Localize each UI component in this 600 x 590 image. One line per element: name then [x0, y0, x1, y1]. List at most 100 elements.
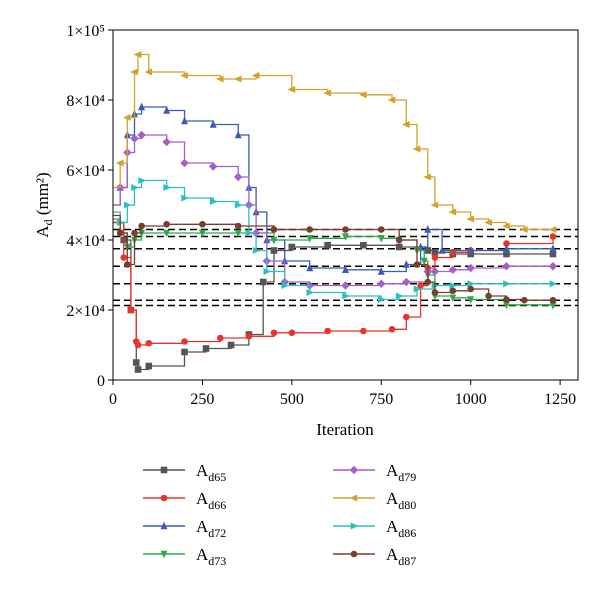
data-point-d72	[438, 246, 446, 254]
data-point-d86	[252, 247, 261, 254]
data-point-d79	[341, 281, 350, 290]
y-tick-label: 2×10⁴	[66, 303, 105, 320]
data-point-d86	[163, 184, 171, 191]
data-point-d66	[417, 282, 424, 289]
legend-label-d66: Ad66	[196, 489, 226, 512]
legend-item-d86: Ad86	[333, 517, 416, 540]
y-tick-label: 4×10⁴	[66, 233, 105, 250]
data-point-d86	[234, 201, 243, 209]
data-point-d73	[234, 229, 242, 238]
data-point-d66	[181, 338, 188, 345]
data-point-d72	[234, 130, 242, 139]
data-point-d86	[413, 285, 422, 293]
data-point-d79	[548, 262, 558, 271]
data-point-d66	[324, 327, 331, 335]
legend-label-sub: d86	[398, 526, 416, 540]
x-axis-ticks: 0 250 500 750 1000 1250	[109, 380, 576, 408]
data-point-d87	[395, 236, 403, 244]
data-point-d65	[227, 341, 235, 349]
y-tick-label: 1×10⁵	[66, 23, 105, 40]
data-point-d79	[502, 262, 511, 271]
data-point-d86	[395, 292, 404, 300]
data-point-d72	[138, 102, 146, 111]
data-point-d66	[134, 341, 142, 349]
legend-swatch-marker	[349, 494, 358, 502]
data-point-d72	[209, 120, 217, 128]
data-point-d80	[287, 86, 296, 93]
data-point-d80	[323, 89, 331, 97]
data-point-d79	[137, 130, 146, 140]
data-point-d87	[503, 296, 510, 303]
legend-swatch-marker	[160, 550, 168, 559]
data-point-d65	[324, 241, 331, 249]
legend-label-d80: Ad80	[386, 489, 416, 512]
data-point-d66	[270, 329, 278, 337]
data-point-d79	[448, 265, 458, 274]
legend-item-d66: Ad66	[143, 489, 226, 512]
data-point-d79	[130, 134, 139, 143]
data-point-d87	[549, 296, 557, 304]
legend-label-sub: d87	[398, 554, 416, 568]
data-point-d86	[181, 194, 189, 202]
data-point-d73	[270, 236, 278, 245]
y-axis-label-sub: d	[41, 219, 55, 225]
data-point-d86	[209, 198, 218, 205]
data-point-d80	[466, 215, 474, 223]
data-point-d65	[132, 359, 140, 366]
x-axis-label: Iteration	[316, 420, 374, 439]
series-d86	[113, 177, 558, 303]
data-point-d80	[115, 159, 124, 167]
data-point-d80	[359, 91, 367, 99]
data-point-d86	[263, 268, 272, 275]
data-point-d66	[145, 339, 153, 347]
data-point-d65	[134, 366, 142, 373]
data-point-d87	[138, 222, 145, 230]
data-point-d87	[413, 261, 421, 268]
data-point-d66	[403, 313, 410, 321]
plot-frame	[112, 29, 579, 381]
data-point-d72	[549, 244, 557, 253]
data-point-d86	[467, 280, 476, 288]
series-lines	[113, 51, 558, 373]
legend-label-sub: d72	[208, 526, 226, 540]
data-point-d66	[431, 254, 439, 261]
data-point-d79	[466, 263, 475, 273]
legend-label-d65: Ad65	[196, 461, 226, 484]
legend-swatch-marker	[350, 522, 359, 530]
data-point-d87	[424, 278, 432, 286]
data-point-d79	[208, 162, 218, 171]
data-point-d65	[424, 247, 432, 254]
data-point-d80	[412, 145, 421, 153]
data-point-d86	[449, 282, 458, 289]
legend-label-main: A	[386, 489, 399, 508]
data-point-d87	[270, 226, 278, 233]
data-point-d80	[180, 72, 188, 79]
data-point-d80	[430, 201, 439, 209]
data-point-d80	[215, 75, 224, 83]
data-point-d80	[122, 114, 131, 121]
data-point-d87	[124, 261, 131, 268]
legend-label-sub: d80	[398, 498, 416, 512]
legend-label-sub: d73	[208, 554, 226, 568]
legend-swatch-marker	[160, 521, 168, 530]
legend-label-main: A	[196, 461, 209, 480]
series-d87	[113, 214, 557, 304]
data-point-d87	[131, 229, 138, 237]
data-point-d65	[360, 241, 367, 249]
data-point-d72	[467, 246, 475, 254]
data-point-d73	[467, 296, 475, 304]
data-point-d80	[233, 75, 242, 83]
data-point-d66	[217, 334, 224, 342]
data-point-d80	[423, 173, 432, 181]
data-point-d79	[162, 137, 171, 147]
data-point-d80	[144, 68, 153, 76]
data-point-d65	[395, 243, 403, 251]
series-d79	[113, 130, 558, 290]
legend-label-d72: Ad72	[196, 517, 226, 540]
series-d73	[113, 218, 557, 310]
data-point-d86	[131, 184, 139, 191]
series-line-d72	[113, 106, 553, 273]
legend-label-main: A	[196, 489, 209, 508]
